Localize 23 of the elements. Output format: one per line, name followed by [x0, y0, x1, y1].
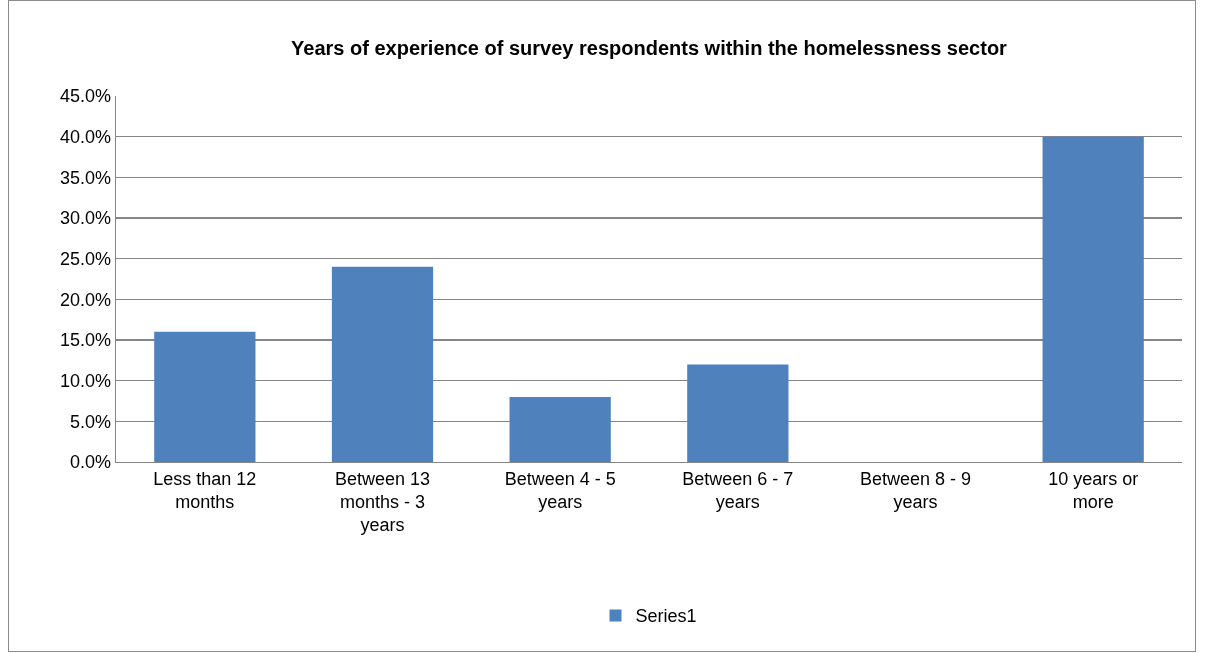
- chart-title: Years of experience of survey respondents within the homelessness sector: [291, 37, 1008, 59]
- y-tick-label: 0.0%: [70, 452, 112, 473]
- y-tick-label: 15.0%: [60, 330, 112, 351]
- x-tick-label: Between 6 - 7 years: [682, 468, 794, 512]
- x-tick-label: Between 13 months - 3 years: [334, 468, 431, 536]
- bar: [509, 396, 611, 462]
- y-tick-label: 10.0%: [60, 370, 112, 391]
- y-tick-label: 30.0%: [60, 208, 112, 229]
- legend-label: Series1: [635, 606, 697, 627]
- bar: [331, 266, 434, 462]
- x-tick-label: 10 years or more: [1048, 468, 1139, 512]
- x-tick-label: Between 4 - 5 years: [504, 468, 616, 512]
- y-tick-label: 20.0%: [60, 289, 112, 310]
- y-tick-label: 25.0%: [60, 248, 112, 269]
- y-tick-label: 40.0%: [60, 126, 112, 147]
- bar: [687, 364, 789, 462]
- y-tick-label: 5.0%: [70, 411, 112, 432]
- x-tick-label: Between 8 - 9 years: [859, 468, 972, 512]
- y-tick-label: 35.0%: [60, 167, 112, 188]
- y-tick-label: 45.0%: [60, 86, 112, 107]
- x-tick-label: Less than 12 months: [153, 468, 257, 512]
- bar: [1042, 136, 1144, 462]
- bar: [154, 331, 256, 462]
